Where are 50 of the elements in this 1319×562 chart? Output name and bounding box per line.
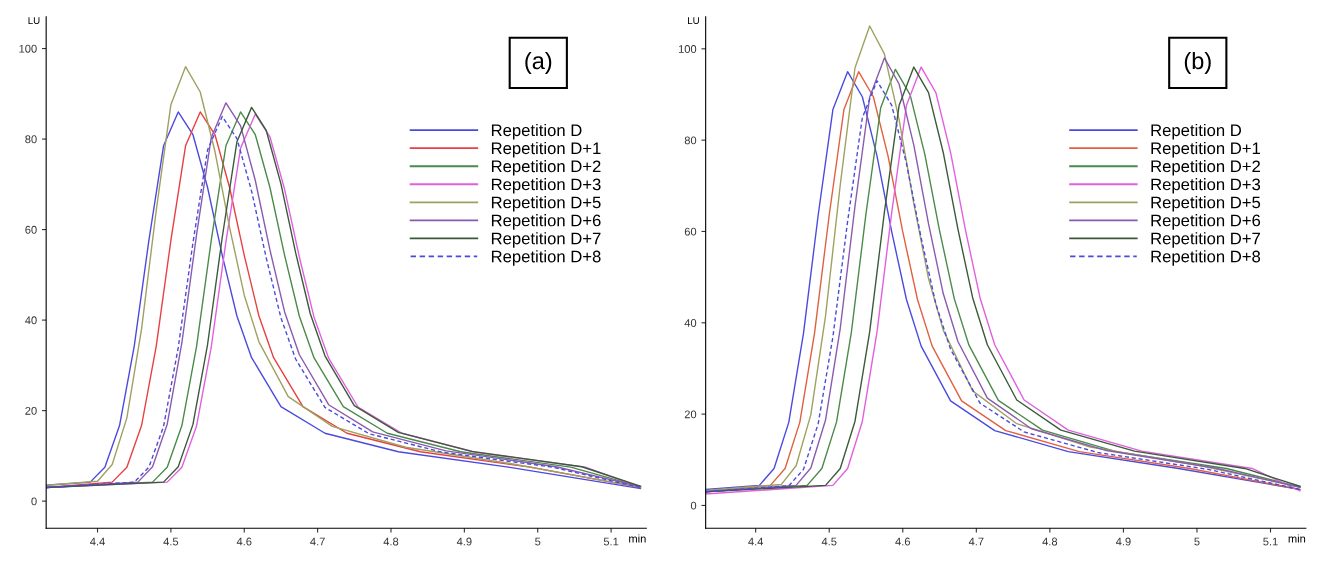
x-tick-label: 4.7 [310, 537, 325, 546]
legend-label: Repetition D+3 [491, 178, 601, 194]
y-tick-label: 0 [690, 501, 697, 510]
legend-label: Repetition D+8 [491, 250, 601, 266]
y-tick-label: 20 [25, 406, 37, 415]
legend-label: Repetition D+5 [1151, 196, 1261, 212]
annotation: (a) [525, 51, 552, 74]
x-tick-label: 4.8 [383, 537, 399, 546]
legend-label: Repetition D [1151, 123, 1242, 140]
legend-label: Repetition D+1 [1151, 141, 1260, 158]
y-tick-label: 60 [25, 225, 37, 234]
x-tick-label: 5 [535, 537, 541, 546]
legend-label: Repetition D+2 [1151, 159, 1260, 176]
x-tick-label: 4.4 [90, 537, 105, 546]
y-tick-label: 80 [684, 136, 697, 145]
legend-label: Repetition D [491, 123, 582, 140]
x-tick-label: 5.1 [1263, 537, 1278, 546]
y-axis-title: LU [688, 17, 699, 24]
legend-label: Repetition D+7 [491, 232, 601, 248]
y-tick-label: 0 [31, 497, 37, 506]
x-tick-label: 4.7 [968, 537, 984, 546]
x-tick-label: 4.4 [748, 537, 764, 546]
legend-label: Repetition D+1 [491, 141, 601, 158]
x-tick-label: 4.6 [236, 537, 252, 546]
legend-label: Repetition D+6 [491, 214, 601, 230]
y-tick-label: 100 [19, 44, 37, 53]
x-axis-title: min [1288, 534, 1306, 543]
legend-label: Repetition D+3 [1151, 178, 1261, 194]
x-tick-label: 5.1 [603, 537, 619, 546]
legend-label: Repetition D+8 [1151, 250, 1261, 266]
y-tick-label: 60 [684, 227, 697, 236]
x-tick-label: 4.5 [821, 537, 837, 546]
annotation: (b) [1184, 51, 1211, 74]
y-tick-label: 20 [684, 410, 697, 419]
y-tick-label: 40 [25, 316, 37, 325]
x-tick-label: 4.9 [1115, 537, 1131, 546]
y-tick-label: 40 [684, 319, 697, 327]
legend-label: Repetition D+2 [491, 159, 601, 176]
legend-label: Repetition D+6 [1151, 214, 1261, 230]
x-tick-label: 4.6 [895, 537, 911, 546]
x-tick-label: 5 [1194, 537, 1200, 546]
y-axis-title: LU [28, 17, 40, 24]
legend-label: Repetition D+5 [491, 196, 601, 212]
x-axis-title: min [629, 534, 646, 543]
y-tick-label: 100 [678, 45, 697, 53]
x-tick-label: 4.5 [163, 537, 179, 546]
y-tick-label: 80 [25, 135, 37, 144]
x-tick-label: 4.9 [456, 537, 472, 546]
x-tick-label: 4.8 [1042, 537, 1058, 546]
legend-label: Repetition D+7 [1151, 232, 1260, 248]
